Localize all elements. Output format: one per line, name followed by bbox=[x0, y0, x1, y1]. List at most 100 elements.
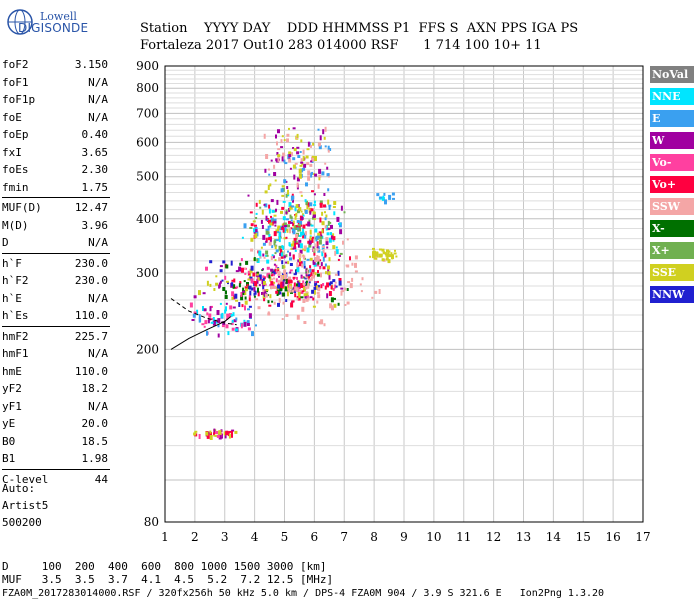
param-label: fmin bbox=[2, 180, 29, 194]
echo-point bbox=[292, 147, 295, 149]
echo-point bbox=[267, 185, 270, 190]
echo-point bbox=[213, 434, 217, 437]
echo-point bbox=[335, 249, 339, 255]
echo-point bbox=[323, 136, 326, 140]
echo-point bbox=[321, 245, 325, 248]
echo-point bbox=[304, 294, 307, 299]
echo-point bbox=[300, 161, 304, 164]
echo-point bbox=[267, 225, 270, 231]
param-label: foF2 bbox=[2, 58, 29, 71]
chart-curves bbox=[170, 298, 237, 350]
echo-point bbox=[273, 220, 277, 224]
y-tick-label: 500 bbox=[136, 170, 159, 184]
echo-point bbox=[312, 248, 315, 252]
y-tick-label: 300 bbox=[136, 266, 159, 280]
echo-point bbox=[299, 249, 303, 254]
echo-point bbox=[313, 251, 316, 256]
echo-point bbox=[264, 293, 268, 298]
echo-point bbox=[252, 220, 256, 223]
echo-point bbox=[334, 284, 337, 289]
echo-point bbox=[262, 253, 265, 257]
param-value: N/A bbox=[88, 236, 108, 249]
echo-point bbox=[278, 237, 281, 243]
echo-point bbox=[316, 285, 319, 290]
echo-point bbox=[215, 275, 218, 278]
echo-point bbox=[289, 167, 292, 170]
echo-point bbox=[271, 300, 274, 303]
echo-point bbox=[302, 167, 306, 171]
echo-point bbox=[334, 281, 337, 284]
echo-point bbox=[333, 297, 336, 300]
echo-point bbox=[296, 314, 300, 320]
echo-point bbox=[328, 274, 331, 280]
echo-point bbox=[296, 220, 300, 223]
echo-point bbox=[270, 268, 274, 272]
echo-point bbox=[263, 290, 267, 296]
echo-point bbox=[275, 264, 278, 268]
echo-point bbox=[307, 274, 311, 277]
echo-point bbox=[271, 221, 274, 226]
echo-point bbox=[224, 295, 228, 299]
echo-point bbox=[254, 224, 257, 227]
echo-point bbox=[309, 202, 313, 207]
param-value: 2.30 bbox=[81, 163, 109, 176]
echo-point bbox=[317, 270, 319, 273]
echo-point bbox=[322, 266, 326, 270]
echo-point bbox=[300, 291, 304, 294]
echo-point bbox=[317, 128, 320, 131]
param-label: hmF2 bbox=[2, 329, 29, 343]
echo-point bbox=[264, 190, 268, 194]
echo-point bbox=[376, 251, 379, 256]
legend-item-x-: X- bbox=[650, 220, 694, 237]
echo-point bbox=[299, 191, 303, 194]
echo-point bbox=[289, 252, 292, 257]
echo-point bbox=[263, 203, 266, 206]
echo-point bbox=[269, 222, 273, 226]
echo-point bbox=[288, 154, 292, 158]
echo-point bbox=[338, 222, 341, 225]
echo-point bbox=[324, 211, 326, 214]
echo-point bbox=[289, 206, 292, 211]
echo-point bbox=[258, 274, 262, 280]
echo-point bbox=[289, 214, 292, 219]
echo-point bbox=[298, 252, 302, 258]
echo-point bbox=[283, 179, 287, 184]
globe-icon bbox=[7, 9, 33, 35]
param-label: hmF1 bbox=[2, 347, 29, 360]
echo-point bbox=[268, 168, 270, 171]
echo-point bbox=[301, 276, 304, 278]
param-label: M(D) bbox=[2, 218, 29, 232]
echo-point bbox=[305, 231, 307, 236]
echo-point bbox=[221, 325, 225, 328]
param-row: yE 20.0 bbox=[2, 415, 110, 433]
echo-point bbox=[297, 243, 300, 248]
echo-point bbox=[261, 209, 264, 215]
echo-point bbox=[257, 277, 260, 281]
echo-point bbox=[225, 290, 227, 295]
echo-point bbox=[316, 273, 320, 277]
echo-point bbox=[194, 430, 198, 433]
echo-point bbox=[263, 256, 266, 259]
param-label: h`F2 bbox=[2, 274, 29, 287]
echo-point bbox=[300, 210, 303, 213]
echo-point bbox=[269, 276, 272, 282]
param-value: N/A bbox=[88, 75, 108, 89]
o-trace-curve bbox=[170, 316, 232, 350]
echo-point bbox=[311, 156, 314, 162]
echo-point bbox=[297, 224, 301, 227]
echo-point bbox=[294, 206, 297, 212]
echo-point bbox=[217, 430, 220, 435]
param-row: C-level 44 bbox=[2, 471, 110, 489]
echo-point bbox=[316, 292, 320, 294]
param-value: 110.0 bbox=[74, 364, 108, 378]
echo-point bbox=[302, 234, 305, 239]
echo-point bbox=[316, 245, 319, 249]
echo-point bbox=[305, 291, 308, 294]
param-row: fmin 1.75 bbox=[2, 179, 110, 197]
echo-point bbox=[351, 277, 354, 282]
echo-point bbox=[279, 291, 282, 295]
echo-point bbox=[354, 262, 357, 268]
echo-point bbox=[298, 207, 302, 212]
echo-point bbox=[248, 285, 252, 290]
echo-point bbox=[243, 280, 246, 283]
